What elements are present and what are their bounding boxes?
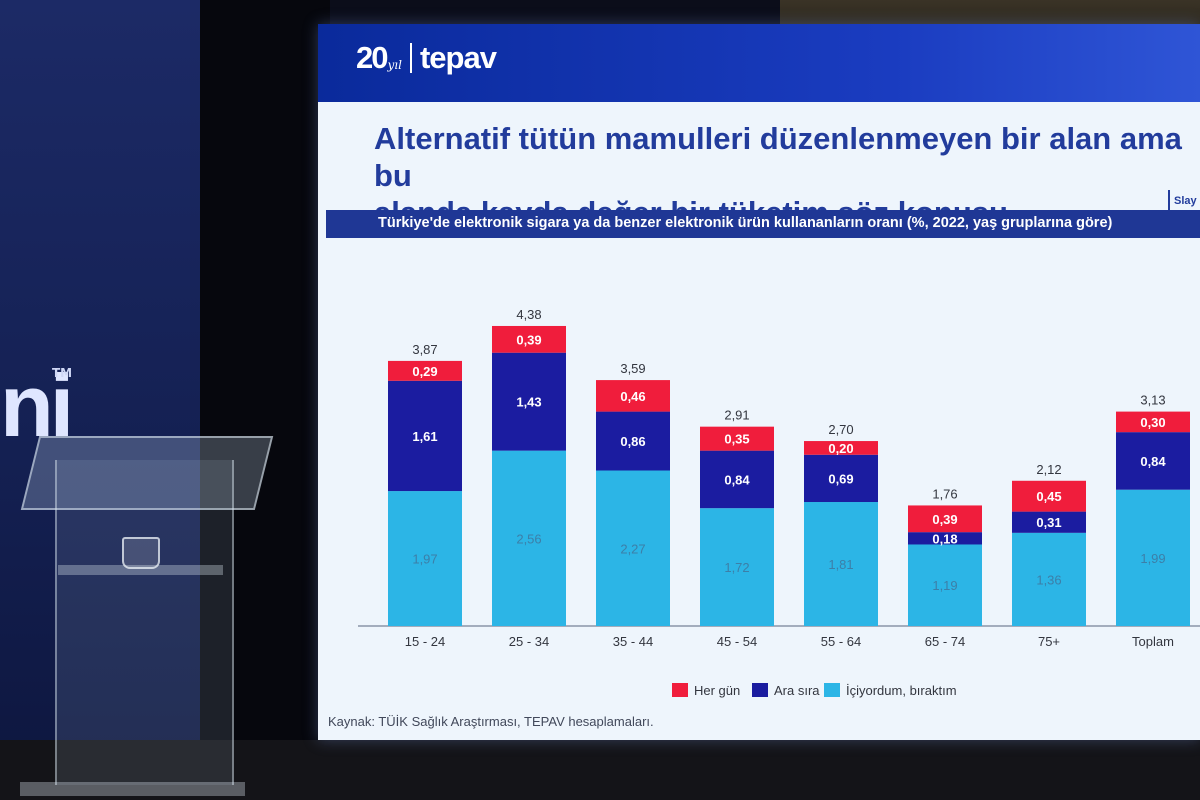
podium-base: [20, 782, 245, 796]
data-label: 0,29: [412, 364, 437, 379]
data-label: 1,97: [412, 552, 437, 567]
data-label: 1,43: [516, 395, 541, 410]
left-projection-screen: ni TM: [0, 0, 200, 760]
bar-segment: [388, 380, 462, 492]
chart-title-bar: [326, 210, 1200, 238]
total-label: 2,91: [724, 408, 749, 423]
data-label: 2,56: [516, 531, 541, 546]
data-label: 0,86: [620, 434, 645, 449]
bar-segment: [1012, 532, 1086, 626]
bar-segment: [700, 508, 774, 626]
data-label: 0,69: [828, 471, 853, 486]
chart-title: Türkiye'de elektronik sigara ya da benze…: [378, 215, 1113, 231]
total-label: 3,13: [1140, 393, 1165, 408]
data-label: 0,18: [932, 531, 957, 546]
bar-segment: [492, 450, 566, 626]
tepav-logo: 20 yıl tepav: [356, 40, 497, 76]
trademark-mark: TM: [52, 366, 73, 380]
presentation-slide: 20 yıl tepav Slay Alternatif tütün mamul…: [318, 24, 1200, 740]
category-tick-label: 55 - 64: [821, 634, 861, 649]
bar-segment: [1012, 511, 1086, 533]
category-tick-label: Toplam: [1132, 634, 1174, 649]
slide-number-label: Slay: [1168, 190, 1200, 212]
bar-segment: [908, 505, 982, 533]
bar-segment: [388, 491, 462, 626]
bar-segment: [388, 360, 462, 381]
data-label: 1,99: [1140, 551, 1165, 566]
category-tick-label: 75+: [1038, 634, 1060, 649]
bar-segment: [1116, 489, 1190, 626]
logo-suffix: yıl: [387, 58, 402, 72]
bar-segment: [908, 532, 982, 545]
bar-segment: [804, 441, 878, 455]
category-tick-label: 35 - 44: [613, 634, 653, 649]
category-tick-label: 45 - 54: [717, 634, 757, 649]
data-label: 0,84: [724, 472, 750, 487]
bar-segment: [908, 544, 982, 626]
data-label: 0,31: [1036, 515, 1061, 530]
podium-body: [55, 460, 234, 785]
category-tick-label: 25 - 34: [509, 634, 549, 649]
data-label: 0,39: [932, 512, 957, 527]
legend-swatch: [672, 683, 688, 697]
data-label: 1,36: [1036, 572, 1061, 587]
left-screen-logo-text: ni: [0, 356, 74, 455]
data-label: 1,81: [828, 557, 853, 572]
logo-number: 20: [356, 40, 389, 75]
bar-segment: [700, 450, 774, 509]
slide-header-bar: 20 yıl tepav: [318, 24, 1200, 102]
bar-segment: [700, 426, 774, 451]
legend-swatch: [752, 683, 768, 697]
data-label: 1,61: [412, 429, 437, 444]
total-label: 2,12: [1036, 462, 1061, 477]
data-label: 0,20: [828, 441, 853, 456]
data-label: 0,39: [516, 332, 541, 347]
bar-segment: [492, 352, 566, 451]
total-label: 1,76: [932, 486, 957, 501]
category-tick-label: 15 - 24: [405, 634, 445, 649]
source-note: Kaynak: TÜİK Sağlık Araştırması, TEPAV h…: [328, 714, 654, 729]
legend-label: Her gün: [694, 683, 740, 698]
legend-swatch: [824, 683, 840, 697]
slide-title-line-1: Alternatif tütün mamulleri düzenlenmeyen…: [374, 121, 1182, 193]
bar-segment: [804, 502, 878, 626]
bar-segment: [596, 470, 670, 626]
bar-segment: [596, 380, 670, 412]
bar-segment: [1116, 432, 1190, 490]
total-label: 4,38: [516, 307, 541, 322]
legend-label: Ara sıra: [774, 683, 820, 698]
data-label: 0,84: [1140, 454, 1166, 469]
data-label: 0,45: [1036, 489, 1061, 504]
bar-segment: [1116, 411, 1190, 433]
podium-shelf: [58, 565, 223, 575]
stage-floor: [0, 740, 1200, 800]
total-label: 3,87: [412, 342, 437, 357]
bar-segment: [804, 454, 878, 503]
bar-segment: [1012, 480, 1086, 512]
stacked-bar-chart: 1,97 1,61 0,29 3,87 15 - 24 2,56 1,43 0,39 4,38 2…: [358, 307, 1200, 698]
data-label: 2,27: [620, 541, 645, 556]
bar-segment: [596, 411, 670, 471]
total-label: 3,59: [620, 361, 645, 376]
legend-label: İçiyordum, bıraktım: [846, 683, 957, 698]
category-tick-label: 65 - 74: [925, 634, 965, 649]
water-glass: [122, 537, 160, 569]
data-label: 0,46: [620, 389, 645, 404]
stage-background: [200, 0, 330, 760]
logo-divider: [409, 43, 412, 73]
data-label: 0,30: [1140, 415, 1165, 430]
logo-name: tepav: [419, 40, 497, 75]
total-label: 2,70: [828, 422, 853, 437]
data-label: 1,72: [724, 560, 749, 575]
data-label: 0,35: [724, 432, 749, 447]
data-label: 1,19: [932, 578, 957, 593]
bar-segment: [492, 325, 566, 353]
